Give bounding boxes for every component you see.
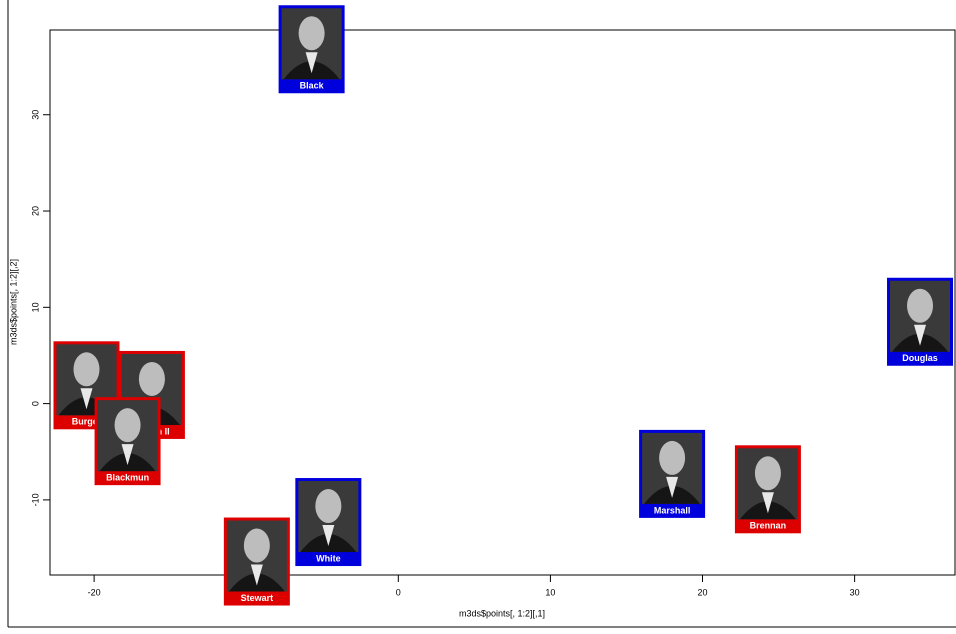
point-label: White [316, 553, 341, 563]
portrait-face [73, 352, 100, 387]
y-tick-label: 30 [30, 110, 40, 120]
portrait-marker: Marshall [639, 429, 706, 518]
portrait-face [243, 528, 270, 563]
portrait-face [138, 361, 165, 396]
point-label: Black [300, 81, 325, 91]
point-label: Stewart [241, 593, 274, 603]
x-tick-label: 30 [850, 587, 860, 597]
point-label: Brennan [750, 521, 787, 531]
portrait-collar [80, 388, 93, 410]
point-label: Douglas [902, 353, 938, 363]
portrait-collar [666, 476, 679, 498]
y-tick-label: 10 [30, 302, 40, 312]
portrait-collar [914, 324, 927, 346]
x-tick-label: 10 [545, 587, 555, 597]
portrait-face [114, 408, 141, 443]
portrait-face [907, 288, 934, 323]
x-tick-label: -20 [88, 587, 101, 597]
y-axis-label: m3ds$points[, 1:2][,2] [8, 259, 18, 345]
portrait-marker: Black [278, 5, 345, 94]
portrait-marker: Blackmun [94, 397, 161, 486]
x-axis-label: m3ds$points[, 1:2][,1] [459, 608, 545, 618]
portrait-collar [761, 492, 774, 514]
point-label: Blackmun [106, 473, 149, 483]
portrait-face [659, 440, 686, 475]
plot-box [49, 29, 956, 576]
portrait-marker: Stewart [223, 517, 290, 606]
y-tick-label: 0 [30, 401, 40, 406]
portrait-marker: Brennan [734, 445, 801, 534]
point-label: Marshall [654, 505, 691, 515]
portrait-face [754, 456, 781, 491]
portrait-face [298, 16, 325, 51]
portrait-face [315, 489, 342, 524]
point-label: Burger [72, 417, 102, 427]
y-tick-label: 20 [30, 206, 40, 216]
portrait-collar [121, 444, 134, 466]
portrait-collar [250, 564, 263, 586]
x-tick-label: 20 [698, 587, 708, 597]
portrait-collar [322, 525, 335, 547]
portrait-marker: Douglas [887, 277, 954, 366]
x-tick-label: 0 [396, 587, 401, 597]
y-tick-label: -10 [30, 493, 40, 506]
portrait-collar [305, 52, 318, 74]
portrait-marker: White [295, 478, 362, 567]
